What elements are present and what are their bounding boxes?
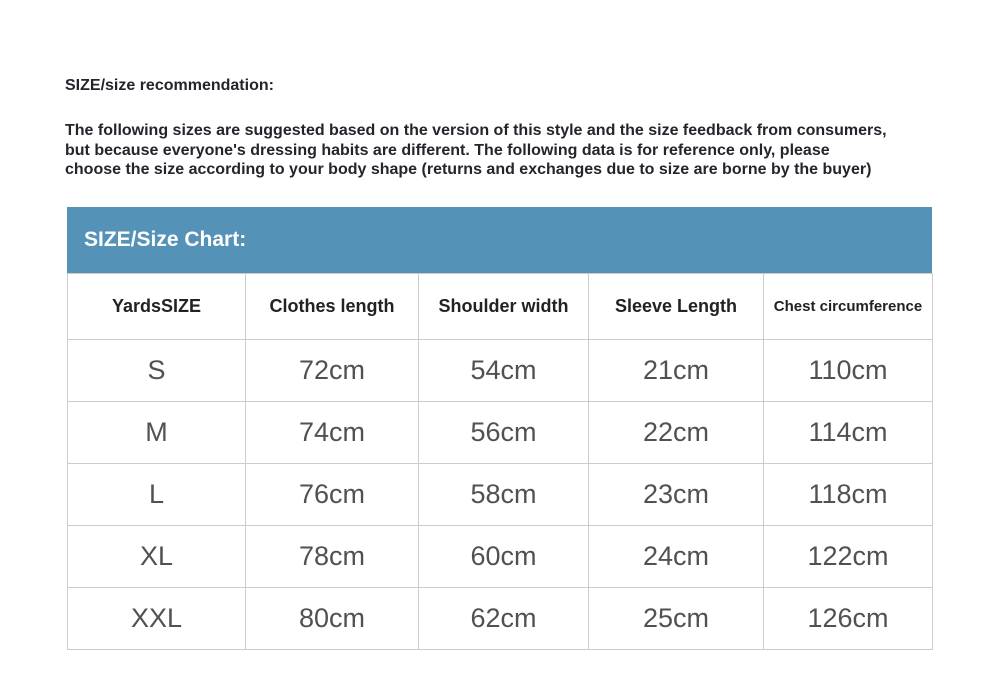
measurement-cell: 122cm — [763, 525, 933, 588]
size-cell: S — [67, 339, 246, 402]
column-header-clothes-length: Clothes length — [245, 273, 419, 340]
measurement-cell: 114cm — [763, 401, 933, 464]
measurement-cell: 56cm — [418, 401, 589, 464]
column-header-shoulder-width: Shoulder width — [418, 273, 589, 340]
measurement-cell: 23cm — [588, 463, 764, 526]
measurement-cell: 72cm — [245, 339, 419, 402]
table-row: L 76cm 58cm 23cm 118cm — [67, 463, 933, 526]
paragraph-line: The following sizes are suggested based … — [65, 122, 887, 139]
measurement-cell: 76cm — [245, 463, 419, 526]
measurement-cell: 60cm — [418, 525, 589, 588]
column-header-size: YardsSIZE — [67, 273, 246, 340]
paragraph-line: but because everyone's dressing habits a… — [65, 141, 830, 159]
recommendation-heading: SIZE/size recommendation: — [65, 77, 274, 94]
size-chart-title-bar: SIZE/Size Chart: — [67, 207, 932, 273]
measurement-cell: 118cm — [763, 463, 933, 526]
table-header-row: YardsSIZE Clothes length Shoulder width … — [67, 273, 933, 340]
size-chart-title: SIZE/Size Chart: — [84, 228, 247, 251]
measurement-cell: 54cm — [418, 339, 589, 402]
measurement-cell: 58cm — [418, 463, 589, 526]
recommendation-paragraph: The following sizes are suggested based … — [65, 121, 887, 180]
table-row: M 74cm 56cm 22cm 114cm — [67, 401, 933, 464]
measurement-cell: 24cm — [588, 525, 764, 588]
table-row: XXL 80cm 62cm 25cm 126cm — [67, 587, 933, 650]
table-row: S 72cm 54cm 21cm 110cm — [67, 339, 933, 402]
measurement-cell: 80cm — [245, 587, 419, 650]
size-cell: XXL — [67, 587, 246, 650]
measurement-cell: 126cm — [763, 587, 933, 650]
measurement-cell: 21cm — [588, 339, 764, 402]
measurement-cell: 22cm — [588, 401, 764, 464]
column-header-sleeve-length: Sleeve Length — [588, 273, 764, 340]
measurement-cell: 110cm — [763, 339, 933, 402]
size-cell: XL — [67, 525, 246, 588]
size-cell: L — [67, 463, 246, 526]
measurement-cell: 74cm — [245, 401, 419, 464]
size-cell: M — [67, 401, 246, 464]
size-chart-table: YardsSIZE Clothes length Shoulder width … — [67, 273, 933, 650]
measurement-cell: 25cm — [588, 587, 764, 650]
paragraph-line: choose the size according to your body s… — [65, 161, 872, 178]
measurement-cell: 78cm — [245, 525, 419, 588]
measurement-cell: 62cm — [418, 587, 589, 650]
column-header-chest-circumference: Chest circumference — [763, 273, 933, 340]
table-row: XL 78cm 60cm 24cm 122cm — [67, 525, 933, 588]
